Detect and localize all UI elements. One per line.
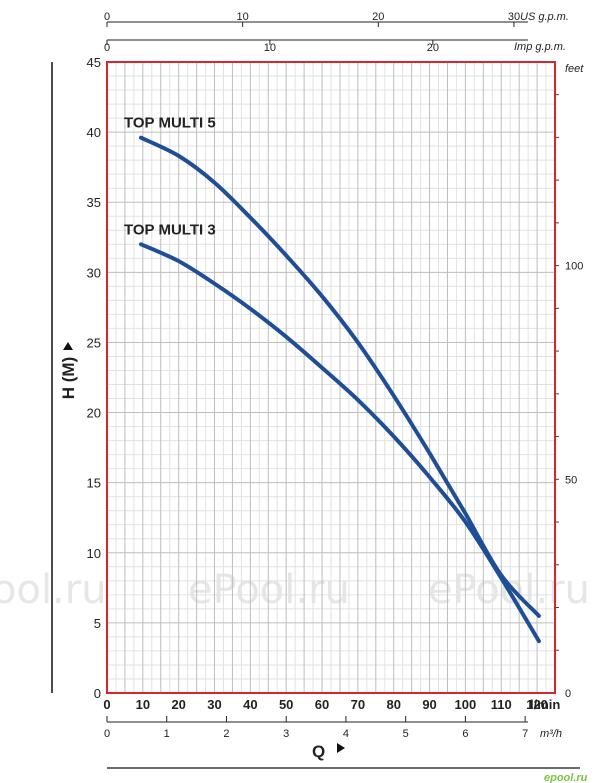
imp-gpm-tick-label: 0 bbox=[104, 42, 110, 54]
m3h-ticks: 0 1 2 3 4 5 6 7 bbox=[104, 716, 528, 740]
plot-frame bbox=[106, 61, 556, 694]
y-tick-label: 10 bbox=[87, 546, 101, 561]
x-axis-arrow-icon bbox=[337, 743, 345, 753]
x-tick-label: 10 bbox=[136, 697, 150, 712]
x-tick-label: 90 bbox=[422, 697, 436, 712]
m3h-tick-label: 2 bbox=[223, 728, 229, 740]
y-axis-ticks: 0 5 10 15 20 25 30 35 40 45 bbox=[87, 55, 101, 701]
imp-gpm-unit: Imp g.p.m. bbox=[514, 41, 566, 53]
series-label-1: TOP MULTI 5 bbox=[124, 115, 216, 132]
y-tick-label: 35 bbox=[87, 195, 101, 210]
x-axis-ticks: 0 10 20 30 40 50 60 70 80 90 100 110 120 bbox=[103, 697, 548, 712]
series-layer: TOP MULTI 5 TOP MULTI 3 bbox=[124, 115, 541, 644]
x-tick-label: 30 bbox=[207, 697, 221, 712]
x-tick-label: 120 bbox=[526, 697, 548, 712]
feet-tick-label: 100 bbox=[565, 261, 583, 273]
m3h-tick-label: 3 bbox=[283, 728, 289, 740]
x-tick-label: 0 bbox=[103, 697, 110, 712]
m3h-tick-label: 1 bbox=[164, 728, 170, 740]
y-axis-title: H (M) bbox=[59, 342, 78, 399]
y-tick-label: 15 bbox=[87, 476, 101, 491]
y-tick-label: 30 bbox=[87, 265, 101, 280]
us-gpm-tick-label: 20 bbox=[372, 11, 384, 23]
us-gpm-unit: US g.p.m. bbox=[520, 11, 569, 23]
us-gpm-tick-label: 0 bbox=[104, 11, 110, 23]
x-axis-label: Q bbox=[312, 742, 325, 761]
x-axis-unit: l/min bbox=[530, 697, 560, 712]
x-tick-label: 80 bbox=[386, 697, 400, 712]
y-tick-label: 20 bbox=[87, 406, 101, 421]
x-tick-label: 110 bbox=[491, 697, 512, 712]
series-label-2: TOP MULTI 3 bbox=[124, 221, 216, 238]
y-axis-arrow-icon bbox=[63, 342, 73, 350]
imp-gpm-tick-label: 10 bbox=[264, 42, 276, 54]
series-line-1 bbox=[139, 135, 541, 618]
y-tick-label: 25 bbox=[87, 335, 101, 350]
x-tick-label: 60 bbox=[315, 697, 329, 712]
us-gpm-ticks: 0 10 20 30 bbox=[104, 11, 520, 27]
y-tick-label: 45 bbox=[87, 55, 101, 70]
top-axes: US g.p.m. Imp g.p.m. bbox=[107, 11, 569, 53]
brand-mark: epool.ru bbox=[544, 772, 588, 783]
feet-unit: feet bbox=[565, 63, 584, 75]
y-tick-label: 0 bbox=[94, 686, 101, 701]
watermark-text-1: ool.ru bbox=[0, 567, 107, 613]
grid-major bbox=[107, 62, 555, 693]
x-tick-label: 70 bbox=[351, 697, 365, 712]
m3h-tick-label: 0 bbox=[104, 728, 110, 740]
watermark-text-2: ePool.ru bbox=[188, 567, 350, 613]
grid-minor bbox=[107, 62, 555, 693]
x-tick-label: 40 bbox=[243, 697, 257, 712]
x-tick-label: 100 bbox=[455, 697, 477, 712]
m3h-tick-label: 4 bbox=[343, 728, 349, 740]
imp-gpm-ticks: 0 10 20 bbox=[104, 40, 439, 54]
us-gpm-tick-label: 30 bbox=[508, 11, 520, 23]
y-tick-label: 40 bbox=[87, 125, 101, 140]
feet-tick-label: 50 bbox=[565, 474, 577, 486]
y-tick-label: 5 bbox=[94, 616, 101, 631]
series-line-2 bbox=[139, 242, 541, 644]
m3h-tick-label: 5 bbox=[403, 728, 409, 740]
x-tick-label: 50 bbox=[279, 697, 293, 712]
imp-gpm-tick-label: 20 bbox=[427, 42, 439, 54]
x-tick-label: 20 bbox=[171, 697, 185, 712]
us-gpm-tick-label: 10 bbox=[237, 11, 249, 23]
feet-ticks: 0 50 100 bbox=[555, 94, 583, 700]
x-axis-title-group: Q bbox=[312, 742, 345, 761]
m3h-tick-label: 7 bbox=[522, 728, 528, 740]
feet-tick-label: 0 bbox=[565, 688, 571, 700]
m3h-unit: m³/h bbox=[540, 728, 562, 740]
m3h-tick-label: 6 bbox=[462, 728, 468, 740]
y-axis-label: H (M) bbox=[59, 357, 78, 399]
